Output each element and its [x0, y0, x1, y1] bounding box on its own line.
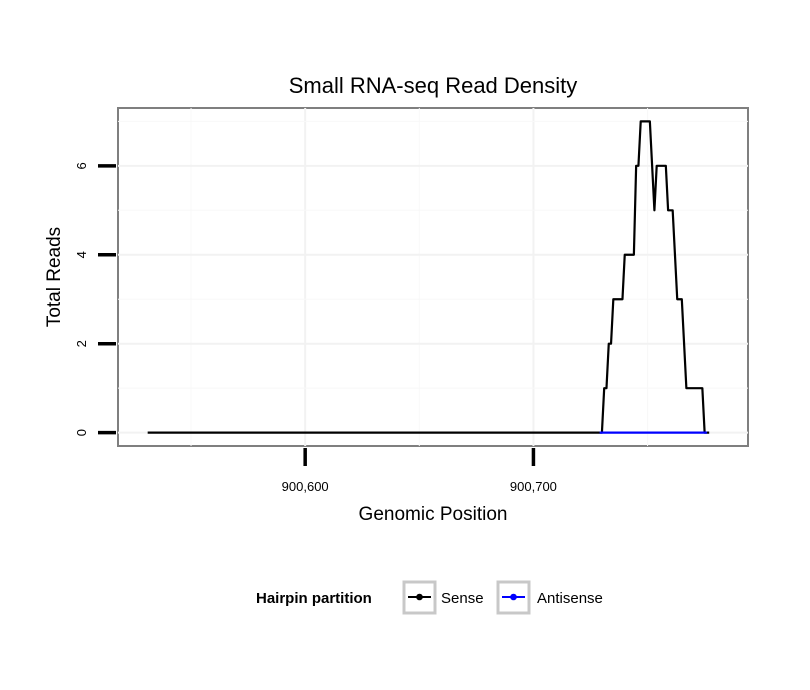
x-axis-title: Genomic Position: [359, 504, 508, 525]
y-tick-label: 2: [74, 340, 89, 347]
series-line-sense: [147, 120, 710, 434]
axes: 0 2 4 6 900,600 900,700: [74, 162, 557, 494]
x-tick-label: 900,700: [510, 479, 557, 494]
legend-title: Hairpin partition: [256, 590, 372, 607]
series-layer: [147, 120, 710, 434]
y-axis-title: Total Reads: [44, 227, 65, 327]
legend-point-antisense: [510, 593, 517, 601]
legend-point-sense: [416, 593, 423, 601]
chart-title: Small RNA-seq Read Density: [289, 73, 578, 98]
y-tick-label: 4: [74, 251, 89, 258]
y-tick-label: 0: [74, 429, 89, 436]
y-tick-label: 6: [74, 162, 89, 169]
legend: Hairpin partition Sense Antisense: [256, 580, 603, 615]
legend-label-antisense: Antisense: [537, 590, 603, 607]
legend-label-sense: Sense: [441, 590, 484, 607]
x-tick-label: 900,600: [282, 479, 329, 494]
plot-panel: [117, 107, 749, 447]
